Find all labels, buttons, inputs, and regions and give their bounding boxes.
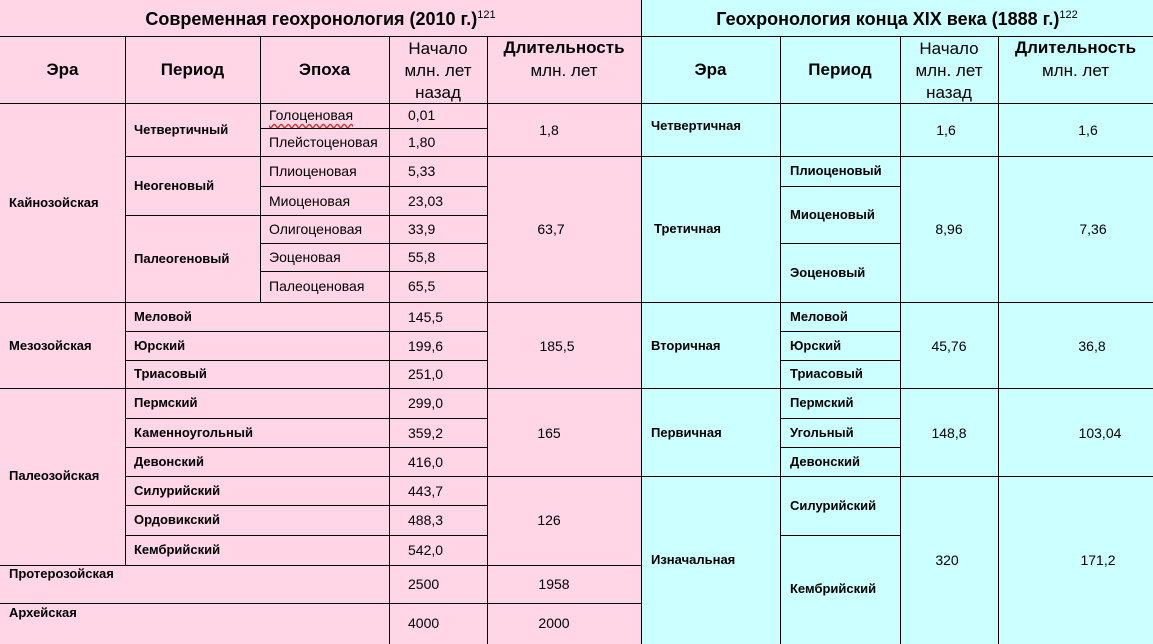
duration-cell: 165	[537, 425, 561, 441]
header-duration-unit: млн. лет	[530, 61, 598, 80]
header-epoch: Эпоха	[298, 60, 351, 79]
start-cell-old: 8,96	[935, 221, 963, 237]
header-duration-title-old: Длительность	[1014, 38, 1137, 57]
period-cell-old: Силурийский	[790, 498, 877, 513]
start-cell: 55,8	[408, 249, 436, 265]
start-cell-old: 45,76	[931, 338, 967, 354]
period-cell-old: Девонский	[790, 454, 860, 469]
era-cell-old: Первичная	[651, 425, 722, 440]
duration-cell: 126	[537, 512, 561, 528]
period-cell-old: Угольный	[790, 425, 854, 440]
start-cell: 299,0	[408, 395, 444, 411]
header-era-old: Эра	[694, 60, 727, 79]
period-cell: Юрский	[134, 338, 186, 353]
start-cell: 416,0	[408, 454, 444, 470]
header-duration-unit-old: млн. лет	[1041, 61, 1110, 80]
start-cell: 33,9	[408, 221, 436, 237]
duration-cell-old: 7,36	[1079, 221, 1107, 237]
period-cell-old: Меловой	[790, 309, 848, 324]
era-cell: Палеозойская	[9, 468, 100, 483]
start-cell-old: 148,8	[931, 425, 967, 441]
epoch-cell: Олигоценовая	[269, 221, 363, 237]
era-cell: Мезозойская	[9, 338, 92, 353]
start-cell: 542,0	[408, 542, 444, 558]
period-cell-old: Кембрийский	[790, 581, 877, 596]
period-cell: Пермский	[134, 395, 198, 410]
header-era: Эра	[46, 60, 79, 79]
period-cell: Силурийский	[134, 483, 221, 498]
epoch-cell: Палеоценовая	[269, 278, 365, 294]
start-cell: 2500	[408, 576, 440, 592]
era-cell-old: Четвертичная	[651, 118, 741, 133]
start-cell: 0,01	[408, 107, 436, 123]
header-period: Период	[160, 60, 225, 79]
period-cell: Триасовый	[134, 366, 207, 381]
start-cell: 4000	[408, 615, 440, 631]
start-cell: 5,33	[408, 163, 436, 179]
duration-cell: 63,7	[537, 221, 565, 237]
duration-cell-old: 36,8	[1078, 338, 1106, 354]
period-cell-old: Эоценовый	[790, 265, 866, 280]
duration-cell-old: 1,6	[1078, 122, 1098, 138]
period-cell-old: Юрский	[790, 338, 842, 353]
start-cell-old: 320	[935, 552, 959, 568]
era-cell-old: Вторичная	[651, 338, 721, 353]
period-cell: Каменноугольный	[134, 425, 253, 440]
epoch-cell: Голоценовая	[269, 107, 354, 123]
start-cell-old: 1,6	[936, 122, 956, 138]
modern-panel-bg	[0, 0, 641, 644]
start-cell: 488,3	[408, 512, 444, 528]
start-cell: 1,80	[408, 134, 436, 150]
start-cell: 359,2	[408, 425, 444, 441]
modern-table-title: Современная геохронология (2010 г.)121	[145, 9, 496, 29]
start-cell: 251,0	[408, 366, 444, 382]
era-cell: Кайнозойская	[9, 195, 99, 210]
era-cell-old: Изначальная	[651, 552, 736, 567]
period-cell: Четвертичный	[134, 122, 229, 137]
header-duration-title: Длительность	[503, 38, 625, 57]
period-cell: Ордовикский	[134, 512, 220, 527]
epoch-cell: Миоценовая	[269, 193, 351, 209]
epoch-cell: Плейстоценовая	[269, 134, 378, 150]
era-cell-old: Третичная	[654, 221, 722, 236]
period-cell: Неогеновый	[134, 178, 215, 193]
period-cell-old: Плиоценовый	[790, 163, 882, 178]
start-cell: 443,7	[408, 483, 444, 499]
old-panel-bg	[641, 0, 1153, 644]
period-cell: Меловой	[134, 309, 192, 324]
start-cell: 23,03	[408, 193, 444, 209]
period-cell: Палеогеновый	[134, 251, 230, 266]
duration-cell: 2000	[538, 615, 570, 631]
header-start: Начало млн. лет назад	[404, 39, 472, 102]
start-cell: 65,5	[408, 278, 436, 294]
start-cell: 199,6	[408, 338, 444, 354]
start-cell: 145,5	[408, 309, 444, 325]
duration-cell: 1,8	[539, 122, 559, 138]
period-cell: Девонский	[134, 454, 204, 469]
header-start-old: Начало млн. лет назад	[915, 39, 983, 102]
epoch-cell: Эоценовая	[269, 249, 341, 265]
epoch-cell: Плиоценовая	[269, 163, 357, 179]
header-period-old: Период	[808, 60, 872, 79]
old-table-title: Геохронология конца XIX века (1888 г.)12…	[716, 9, 1078, 29]
duration-cell: 1958	[538, 576, 570, 592]
period-cell-old: Пермский	[790, 395, 854, 410]
duration-cell: 185,5	[539, 338, 575, 354]
era-cell: Протерозойская	[9, 566, 114, 581]
period-cell-old: Миоценовый	[790, 207, 875, 222]
period-cell-old: Триасовый	[790, 366, 863, 381]
era-cell: Архейская	[9, 605, 77, 620]
duration-cell-old: 171,2	[1080, 552, 1116, 568]
period-cell: Кембрийский	[134, 542, 221, 557]
duration-cell-old: 103,04	[1078, 425, 1122, 441]
